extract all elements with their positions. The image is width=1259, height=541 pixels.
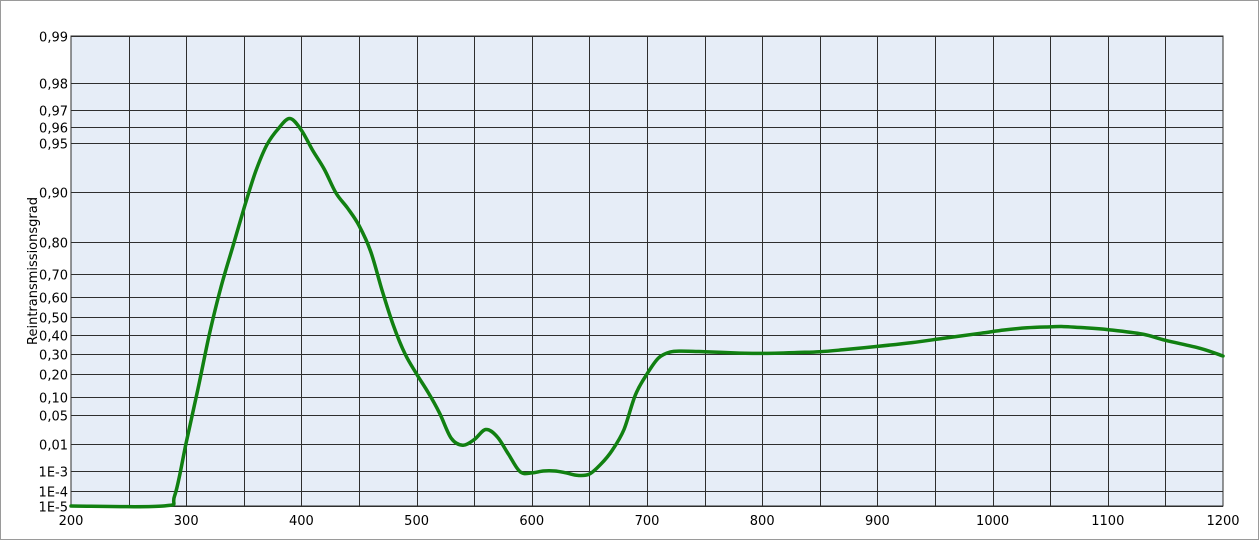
x-axis-ticks: 200 300 400 500 600 700 800 900 1000 1100 1200: [59, 514, 1240, 529]
y-tick-label: 0,80: [39, 237, 68, 252]
x-tick-label: 700: [635, 514, 660, 529]
y-tick-label: 0,97: [39, 105, 68, 120]
horizontal-gridlines: [71, 36, 1223, 507]
x-tick-label: 900: [865, 514, 890, 529]
x-tick-label: 500: [404, 514, 429, 529]
x-tick-label: 400: [289, 514, 314, 529]
x-tick-label: 1200: [1206, 514, 1239, 529]
y-tick-label: 0,30: [39, 349, 68, 364]
y-tick-label: 0,01: [39, 439, 68, 454]
y-tick-label: 0,20: [39, 369, 68, 384]
y-tick-label: 0,05: [39, 410, 68, 425]
y-tick-label: 0,96: [39, 122, 68, 137]
y-tick-label: 0,40: [39, 330, 68, 345]
y-axis-label: Reintransmissionsgrad: [26, 197, 41, 345]
series-line: [69, 116, 1225, 509]
y-tick-label: 0,60: [39, 292, 68, 307]
x-tick-label: 600: [519, 514, 544, 529]
y-tick-label: 0,98: [39, 78, 68, 93]
y-tick-label: 1E-5: [39, 501, 68, 516]
vertical-gridlines: [129, 36, 1166, 506]
y-tick-label: 0,10: [39, 392, 68, 407]
x-tick-label: 800: [750, 514, 775, 529]
y-tick-label: 0,90: [39, 187, 68, 202]
series-layer: [69, 116, 1225, 509]
y-tick-label: 0,95: [39, 138, 68, 153]
y-tick-label: 0,70: [39, 269, 68, 284]
y-tick-label: 1E-4: [39, 486, 68, 501]
y-tick-label: 1E-3: [39, 466, 68, 481]
y-axis-ticks: 1E-51E-4 1E-3 0,01 0,05 0,10 0,20 0,30 0,40 0,50…: [39, 31, 68, 516]
x-tick-label: 300: [174, 514, 199, 529]
y-tick-label: 0,99: [39, 31, 68, 46]
x-tick-label: 200: [59, 514, 84, 529]
x-tick-label: 1000: [976, 514, 1009, 529]
y-tick-label: 0,50: [39, 312, 68, 327]
x-tick-label: 1100: [1091, 514, 1124, 529]
